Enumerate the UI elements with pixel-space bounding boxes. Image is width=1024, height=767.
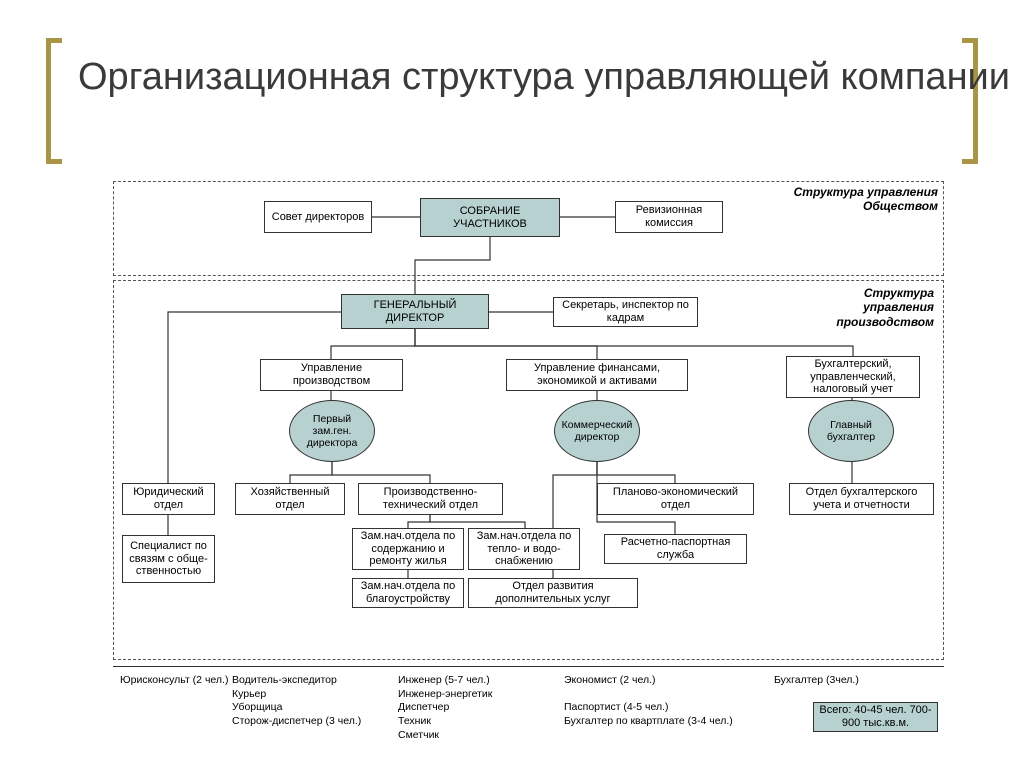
node-zam_soderzh: Зам.нач.отдела по содержанию и ремонту ж… — [352, 528, 464, 570]
node-sobr: СОБРАНИЕ УЧАСТНИКОВ — [420, 198, 560, 237]
node-raschet: Расчетно-паспортная служба — [604, 534, 747, 564]
slide-title: Организационная структура управляющей ко… — [78, 56, 1010, 100]
staff-column-2: Инженер (5-7 чел.)Инженер-энергетикДиспе… — [398, 674, 492, 742]
node-razvitie: Отдел развития дополнительных услуг — [468, 578, 638, 608]
node-planovo: Планово-экономический отдел — [597, 483, 754, 515]
title-bracket-left — [46, 38, 62, 164]
node-buh_upr: Бухгалтерский, управленческий, налоговый… — [786, 356, 920, 398]
divider-line — [113, 666, 944, 667]
node-special: Специалист по связям с обще-ственностью — [122, 535, 215, 583]
section-production-label: Структура управления производством — [814, 286, 934, 329]
node-gendir: ГЕНЕРАЛЬНЫЙ ДИРЕКТОР — [341, 294, 489, 329]
section-society-label: Структура управления Обществом — [724, 185, 938, 214]
node-prodtech: Производственно-технический отдел — [358, 483, 503, 515]
node-sekret: Секретарь, инспектор по кадрам — [553, 297, 698, 327]
node-otdel_buh: Отдел бухгалтерского учета и отчетности — [789, 483, 934, 515]
node-glbuh: Главный бухгалтер — [808, 400, 894, 462]
node-zam_blag: Зам.нач.отдела по благоустройству — [352, 578, 464, 608]
staff-column-1: Водитель-экспедиторКурьерУборщицаСторож-… — [232, 674, 361, 729]
staff-column-4: Бухгалтер (3чел.) — [774, 674, 859, 688]
staff-column-3: Экономист (2 чел.) Паспортист (4-5 чел.)… — [564, 674, 733, 729]
node-zam1: Первый зам.ген. директора — [289, 400, 375, 462]
node-hoz: Хозяйственный отдел — [235, 483, 345, 515]
node-yurid: Юридический отдел — [122, 483, 215, 515]
node-zam_teplo: Зам.нач.отдела по тепло- и водо-снабжени… — [468, 528, 580, 570]
node-upr_prod: Управление производством — [260, 359, 403, 391]
node-reviz: Ревизионная комиссия — [615, 201, 723, 233]
node-sovet: Совет директоров — [264, 201, 372, 233]
node-vsego: Всего: 40-45 чел. 700-900 тыс.кв.м. — [813, 702, 938, 732]
staff-column-0: Юрисконсульт (2 чел.) — [120, 674, 228, 688]
node-upr_fin: Управление финансами, экономикой и актив… — [506, 359, 688, 391]
node-kommerch: Коммерческий директор — [554, 400, 640, 462]
